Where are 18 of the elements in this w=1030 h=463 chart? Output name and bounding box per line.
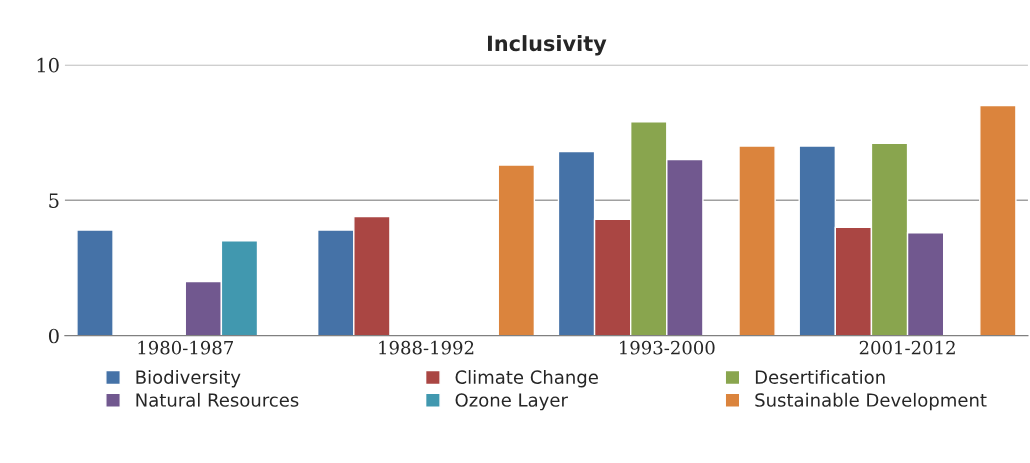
- y-tick-label: 5: [49, 193, 59, 208]
- chart-title: Inclusivity: [487, 35, 607, 56]
- legend-label: Biodiversity: [136, 369, 241, 388]
- legend-label: Ozone Layer: [455, 393, 568, 411]
- x-tick-label: 2001-2012: [859, 340, 955, 355]
- legend-label: Sustainable Development: [755, 392, 987, 411]
- y-tick-label: 0: [48, 328, 59, 344]
- legend-label: Desertification: [755, 369, 885, 384]
- bar: [979, 104, 1017, 336]
- x-tick-label: 1993-2000: [620, 340, 715, 355]
- bar: [738, 145, 776, 336]
- y-tick-label: 10: [37, 57, 59, 73]
- legend-label: Natural Resources: [136, 392, 299, 407]
- x-tick-label: 1988-1992: [379, 340, 474, 355]
- bar: [76, 229, 114, 336]
- x-tick-label: 1980-1987: [138, 340, 233, 355]
- legend-label: Climate Change: [455, 369, 598, 388]
- bar: [497, 164, 536, 336]
